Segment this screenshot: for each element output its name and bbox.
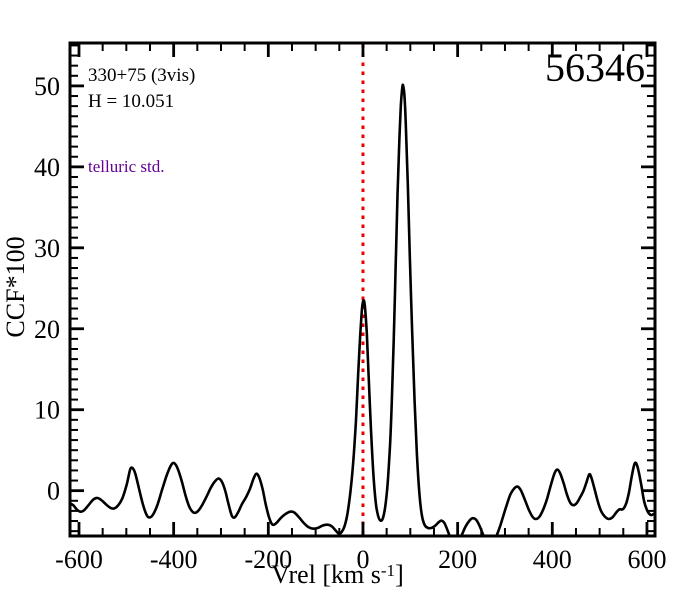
ccf-curve (70, 83, 655, 536)
y-axis-tick-label: 50 (34, 72, 60, 101)
y-axis-tick-label: 10 (34, 396, 60, 425)
star-id-label: 56346 (545, 45, 645, 90)
y-axis-tick-label: 30 (34, 234, 60, 263)
y-axis-tick-label: 40 (34, 153, 60, 182)
x-axis-tick-label: 600 (627, 545, 666, 574)
x-axis-tick-label: -600 (55, 545, 103, 574)
x-axis-tick-label: 400 (533, 545, 572, 574)
x-axis-title-exponent: -1 (380, 561, 396, 580)
x-axis-title-main: Vrel [km s (271, 560, 381, 589)
x-axis-tick-label: -400 (150, 545, 198, 574)
telluric-standard-label: telluric std. (88, 157, 165, 176)
plot-frame (68, 41, 657, 538)
x-axis-tick-label: -200 (244, 545, 292, 574)
y-axis-tick-label: 20 (34, 315, 60, 344)
x-axis-tick-label: 0 (356, 545, 369, 574)
field-visits-label: 330+75 (3vis) (88, 65, 196, 86)
x-axis-tick-label: 200 (438, 545, 477, 574)
y-axis-title: CCF*100 (1, 236, 30, 338)
x-axis-title-close: ] (395, 560, 404, 589)
h-magnitude-label: H = 10.051 (88, 91, 175, 112)
x-axis-title: Vrel [km s-1] (0, 562, 675, 588)
y-axis-tick-label: 0 (47, 477, 60, 506)
